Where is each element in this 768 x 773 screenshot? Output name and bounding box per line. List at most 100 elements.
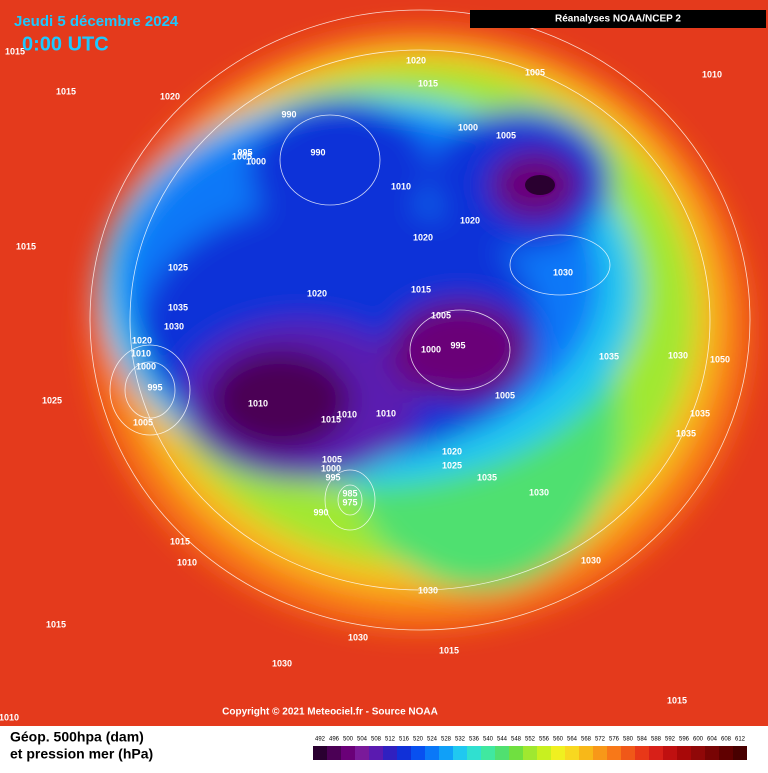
legend-swatch [523, 746, 537, 760]
isobar-label: 1030 [581, 555, 601, 565]
isobar-label: 1000 [421, 344, 441, 354]
legend-level: 588 [651, 737, 662, 743]
legend-swatch [467, 746, 481, 760]
isobar-label: 1020 [406, 55, 426, 65]
isobar-label: 1015 [16, 241, 36, 251]
isobar-label: 975 [342, 497, 357, 507]
legend-level: 496 [329, 737, 340, 743]
isobar-label: 1015 [667, 695, 687, 705]
isobar-label: 1015 [56, 86, 76, 96]
isobar-label: 1035 [599, 351, 619, 361]
isobar-label: 995 [325, 472, 340, 482]
isobar-label: 1010 [391, 181, 411, 191]
isobar-label: 1015 [321, 414, 341, 424]
legend-swatch [369, 746, 383, 760]
isobar-label: 1050 [710, 354, 730, 364]
isobar-label: 1035 [690, 408, 710, 418]
isobar-label: 995 [147, 382, 162, 392]
legend-swatch [635, 746, 649, 760]
legend-swatch [579, 746, 593, 760]
legend-level: 528 [441, 737, 452, 743]
legend-swatch [649, 746, 663, 760]
isobar-label: 1005 [495, 390, 515, 400]
isobar-label: 1000 [136, 361, 156, 371]
legend-level: 560 [553, 737, 564, 743]
isobar-label: 1010 [131, 348, 151, 358]
isobar-label: 1030 [164, 321, 184, 331]
legend-level: 584 [637, 737, 648, 743]
isobar-label: 1020 [460, 215, 480, 225]
legend-swatch [621, 746, 635, 760]
isobar-label: 1020 [160, 91, 180, 101]
isobar-label: 1010 [337, 409, 357, 419]
source-banner [470, 10, 766, 28]
legend-level: 608 [721, 737, 732, 743]
legend-swatch [537, 746, 551, 760]
isobar-label: 990 [310, 147, 325, 157]
isobar-label: 1005 [525, 67, 545, 77]
legend-level: 524 [427, 737, 438, 743]
legend-title-1: Géop. 500hpa (dam) [10, 729, 144, 745]
isobar-label: 1025 [42, 395, 62, 405]
legend-swatch [509, 746, 523, 760]
isobar-label: 1010 [376, 408, 396, 418]
time: 0:00 UTC [22, 33, 109, 55]
legend-swatch [705, 746, 719, 760]
legend-swatch [439, 746, 453, 760]
legend-swatch [593, 746, 607, 760]
legend-level: 508 [371, 737, 382, 743]
legend-level: 612 [735, 737, 746, 743]
isobar-label: 995 [450, 340, 465, 350]
legend-swatch [341, 746, 355, 760]
legend-swatch [565, 746, 579, 760]
legend-swatch [663, 746, 677, 760]
isobar-label: 1035 [477, 472, 497, 482]
legend-level: 492 [315, 737, 326, 743]
legend-title-2: et pression mer (hPa) [10, 746, 153, 762]
legend-level: 556 [539, 737, 550, 743]
legend-level: 596 [679, 737, 690, 743]
isobar-label: 1020 [307, 288, 327, 298]
legend-swatch [355, 746, 369, 760]
legend-swatch [453, 746, 467, 760]
legend-level: 536 [469, 737, 480, 743]
isobar-label: 1035 [168, 302, 188, 312]
isobar-label: 1000 [321, 463, 341, 473]
legend-swatch [495, 746, 509, 760]
legend-swatch [481, 746, 495, 760]
isobar-label: 1020 [442, 446, 462, 456]
legend-swatch [411, 746, 425, 760]
legend-level: 520 [413, 737, 424, 743]
legend-level: 552 [525, 737, 536, 743]
isobar-label: 990 [281, 109, 296, 119]
color-legend: 492 496 500 504 508 512 516 520 524 528 532 536 540 5… [313, 737, 747, 760]
isobar-label: 1030 [272, 658, 292, 668]
legend-swatch [551, 746, 565, 760]
legend-level: 568 [581, 737, 592, 743]
isobar-label: 1005 [133, 417, 153, 427]
legend-level: 516 [399, 737, 410, 743]
legend-level: 504 [357, 737, 368, 743]
legend-level: 580 [623, 737, 634, 743]
source: Réanalyses NOAA/NCEP 2 [555, 14, 681, 25]
legend-swatch [397, 746, 411, 760]
legend-level: 576 [609, 737, 620, 743]
isobar-label: 1005 [322, 454, 342, 464]
isobar-label: 1025 [442, 460, 462, 470]
isobar-label: 1025 [168, 262, 188, 272]
isobar-label: 1010 [0, 712, 19, 722]
isobar-label: 1015 [46, 619, 66, 629]
legend-level: 564 [567, 737, 578, 743]
legend-swatch [425, 746, 439, 760]
isobar-label: 1015 [5, 46, 25, 56]
title: Jeudi 5 décembre 2024 [14, 13, 179, 30]
isobar-label: 1010 [248, 398, 268, 408]
legend-swatch [733, 746, 747, 760]
isobar-label: 1015 [411, 284, 431, 294]
isobar-label: 1010 [177, 557, 197, 567]
legend-swatch [677, 746, 691, 760]
legend-swatch [607, 746, 621, 760]
legend-swatch [691, 746, 705, 760]
